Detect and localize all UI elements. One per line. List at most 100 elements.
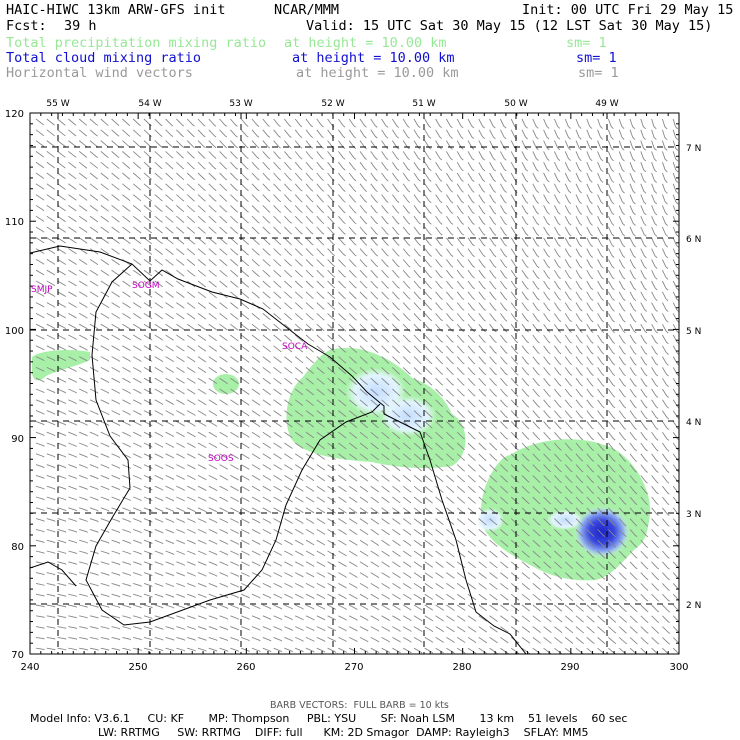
wind-barb [273,388,282,396]
wind-barb [165,399,174,406]
wind-barb [662,323,669,334]
wind-barb [500,442,508,451]
wind-barb [553,140,561,151]
wind-barb [392,518,401,525]
wind-barb [273,636,283,642]
wind-barb [219,550,229,556]
wind-barb [467,302,476,311]
wind-barb [273,507,282,514]
wind-barb [305,215,314,224]
wind-barb [327,572,337,578]
wind-barb [176,248,185,256]
wind-barb [197,518,207,524]
wind-barb [456,226,464,236]
wind-barb [165,377,174,384]
wind-barb [532,313,540,322]
wind-barb [46,172,55,180]
wind-barb [338,280,346,289]
wind-barb [132,205,142,212]
wind-barb [46,604,56,608]
wind-barb [305,237,314,246]
wind-barb [284,356,293,364]
wind-barb [467,410,476,419]
wind-barb [500,388,508,397]
wind-barb [370,475,379,482]
wind-barb [640,421,648,430]
wind-barb [402,367,411,375]
wind-barb [262,615,272,621]
wind-barb [240,431,250,438]
wind-barb [165,464,175,470]
wind-barb [240,442,250,449]
wind-barb [510,550,520,558]
wind-barb [662,334,669,345]
wind-barb [230,561,239,567]
wind-barb [521,367,530,376]
wind-barb [240,528,250,535]
wind-barb [586,593,595,602]
wind-barb [413,615,423,622]
wind-barb [575,626,584,634]
wind-barb [219,399,228,406]
wind-barb [187,572,196,577]
wind-barb [402,151,410,161]
wind-barb [478,237,486,247]
wind-barb [489,388,497,397]
wind-barb [197,183,206,191]
wind-barb [543,194,550,204]
wind-barb [348,367,358,375]
wind-barb [554,388,562,398]
wind-barb [359,485,369,493]
wind-barb [262,302,271,310]
wind-barb [251,226,260,235]
wind-barb [305,410,315,417]
wind-barb [532,345,540,355]
wind-barb [640,507,649,516]
wind-barb [489,205,497,215]
wind-barb [348,388,358,396]
wind-barb [294,194,303,203]
wind-barb [100,313,110,319]
wind-barb [478,183,486,193]
wind-barb [618,280,626,291]
wind-barb [392,205,400,214]
wind-barb [327,269,336,278]
wind-barb [284,388,293,396]
wind-barb [348,615,358,621]
wind-barb [381,583,390,589]
wind-barb [208,248,217,256]
wind-barb [78,194,88,201]
wind-barb [467,518,476,526]
wind-barb [510,604,520,612]
wind-barb [392,118,399,128]
wind-barb [79,518,88,523]
wind-barb [381,129,389,139]
wind-barb [197,345,207,352]
wind-barb [672,172,679,184]
wind-barb [197,269,206,277]
wind-barb [597,172,604,183]
wind-barb [46,237,56,244]
wind-barb [230,237,239,245]
wind-barb [543,421,551,430]
wind-barb [35,636,45,640]
wind-barb [489,485,498,494]
wind-barb [618,431,627,441]
wind-barb [575,593,584,602]
wind-barb [111,431,121,437]
wind-barb [402,464,412,472]
wind-barb [338,345,347,353]
wind-barb [435,291,443,300]
wind-barb [46,518,56,522]
wind-barb [575,485,584,494]
wind-barb [456,215,464,225]
wind-barb [251,453,261,460]
wind-barb [478,269,486,279]
wind-barb [35,388,45,394]
wind-barb [165,161,174,170]
wind-barb [510,280,518,290]
wind-barb [661,259,669,269]
wind-barb [46,572,56,576]
wind-barb [543,485,552,494]
wind-barb [629,162,636,173]
